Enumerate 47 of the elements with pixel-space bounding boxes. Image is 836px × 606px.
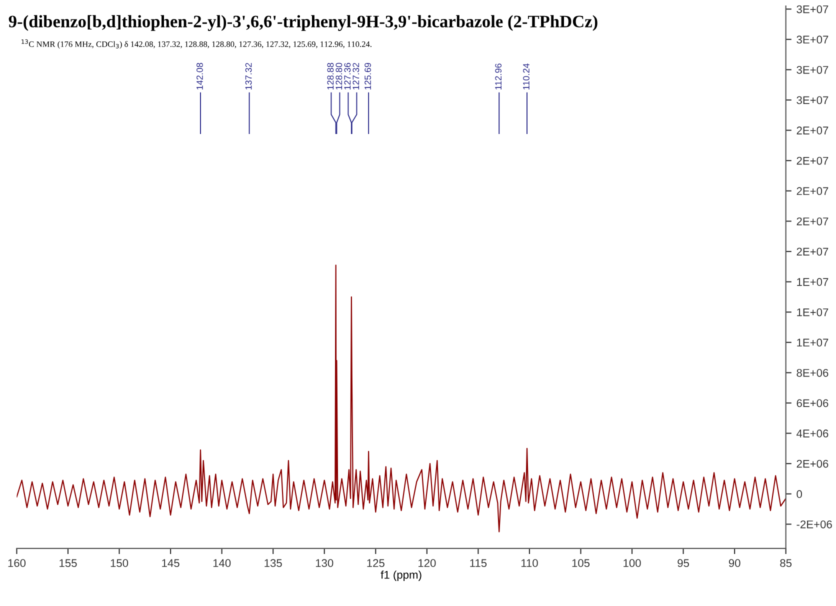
- y-tick-label: -2E+06: [796, 520, 832, 528]
- annotation: 112.96: [495, 64, 502, 90]
- y-tick-label: 1E+07: [797, 338, 828, 347]
- x-tick-label: 125: [367, 559, 384, 568]
- x-tick-label: 85: [780, 559, 792, 568]
- x-tick-label: 140: [213, 559, 231, 568]
- x-tick-label: 145: [162, 559, 180, 568]
- line-series: [16, 264, 786, 532]
- y-tick-label: 3E+07: [796, 36, 828, 44]
- y-tick-label: 2E+06: [796, 460, 828, 468]
- x-tick-label: 110: [521, 559, 538, 568]
- x-tick-label: 90: [728, 559, 740, 568]
- y-tick-label: 4E+06: [796, 430, 828, 438]
- y-tick-label: 1E+07: [797, 308, 828, 316]
- x-tick-label: 130: [316, 559, 334, 568]
- x-axis-title: f1 (ppm): [380, 570, 422, 581]
- x-tick-label: 105: [572, 559, 590, 568]
- x-tick-label: 150: [110, 559, 128, 568]
- y-tick-label: 3E+07: [796, 5, 828, 14]
- annotation: 128.88: [327, 62, 334, 90]
- y-tick-label: 8E+06: [796, 368, 828, 377]
- y-tick-label: 2E+07: [796, 217, 828, 226]
- y-tick-label: 2E+07: [796, 156, 828, 165]
- annotation: 142.08: [196, 62, 203, 90]
- text: $^{13}$C NMR (176 MHz, CDCl$_{3}$) δ 142.08, 137.32, 128.88, 128.80, 127.36, 127.32, 125.69, 112.96, 110.24.: [22, 39, 372, 49]
- x-tick-label: 120: [418, 559, 436, 568]
- x-tick-label: 100: [624, 559, 641, 568]
- chart-title: 9-(dibenzo[b,d]thiophen-2-yl)-3',6,6'-triphenyl-9H-3,9'-bicarbazole (2-TPhDCz): [8, 15, 598, 31]
- y-tick-label: 2E+07: [796, 187, 828, 196]
- annotation: 127.36: [344, 62, 351, 90]
- y-tick-label: 0: [796, 490, 802, 498]
- y-tick-label: 6E+06: [796, 399, 828, 408]
- x-tick-label: 135: [264, 559, 282, 568]
- annotation: 110.24: [523, 63, 530, 90]
- annotation: 127.32: [352, 62, 360, 90]
- annotation: 128.80: [336, 62, 342, 90]
- y-tick-label: 3E+07: [796, 66, 828, 74]
- x-tick-label: 155: [60, 559, 77, 568]
- y-tick-label: 2E+07: [796, 248, 828, 256]
- x-tick-label: 160: [8, 559, 26, 568]
- x-tick-label: 115: [470, 559, 487, 568]
- x-tick-label: 95: [678, 559, 690, 568]
- annotation: 125.69: [364, 62, 371, 90]
- annotation: 137.32: [245, 62, 252, 90]
- y-tick-label: 3E+07: [796, 96, 828, 104]
- y-tick-label: 2E+07: [796, 126, 828, 134]
- y-tick-label: 1E+07: [797, 278, 828, 286]
